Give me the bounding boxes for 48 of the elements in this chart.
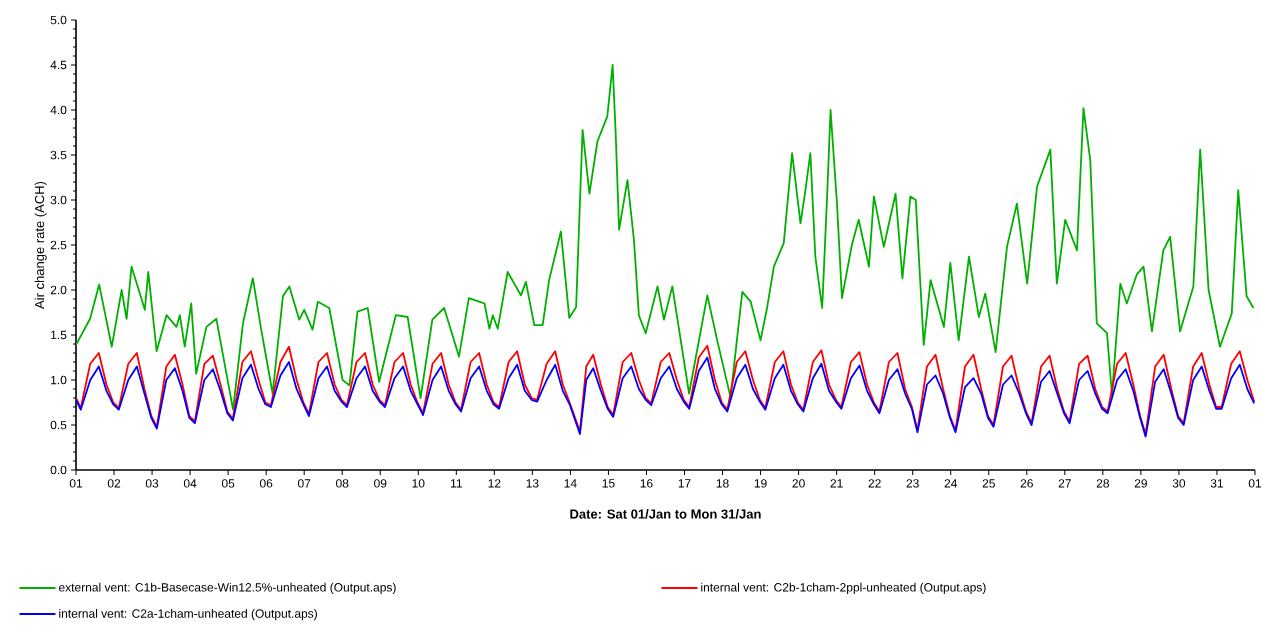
- y-axis-title: Air change rate (ACH): [34, 181, 47, 309]
- x-tick-label: 16: [640, 479, 653, 488]
- x-tick-label: 26: [1020, 479, 1033, 488]
- legend-label: internal vent: C2b-1cham-2ppl-unheated (Output.aps): [701, 582, 986, 594]
- x-tick-label: 15: [602, 479, 615, 488]
- x-tick-label: 20: [792, 479, 805, 488]
- x-axis-title: Date: Sat 01/Jan to Mon 31/Jan: [570, 509, 761, 519]
- y-tick-label: 3.0: [50, 195, 67, 205]
- x-tick-label: 29: [1134, 479, 1147, 488]
- y-tick-label: 2.5: [50, 240, 67, 250]
- legend-label: external vent: C1b-Basecase-Win12.5%-unheated (Output.aps): [59, 582, 396, 594]
- x-tick-label: 12: [488, 479, 501, 488]
- y-tick-label: 1.0: [51, 375, 67, 385]
- x-tick-label: 22: [868, 479, 881, 488]
- x-tick-label: 23: [906, 479, 919, 488]
- x-tick-label: 02: [107, 479, 121, 488]
- x-tick-label: 13: [526, 479, 539, 488]
- x-tick-label: 25: [982, 479, 995, 488]
- x-tick-label: 05: [221, 479, 235, 488]
- y-tick-label: 4.5: [50, 60, 67, 70]
- y-tick-label: 1.5: [51, 330, 67, 340]
- x-tick-label: 01: [1248, 479, 1262, 488]
- y-tick-label: 4.0: [50, 105, 67, 115]
- x-tick-label: 14: [564, 479, 577, 488]
- x-tick-label: 09: [374, 479, 387, 488]
- x-tick-label: 27: [1058, 479, 1071, 488]
- x-tick-label: 24: [944, 479, 958, 488]
- x-tick-label: 04: [183, 479, 197, 488]
- x-tick-label: 10: [412, 479, 425, 488]
- legend-label: internal vent: C2a-1cham-unheated (Output.aps): [59, 609, 317, 621]
- x-tick-label: 28: [1096, 479, 1109, 488]
- x-tick-label: 31: [1210, 479, 1224, 488]
- y-tick-label: 3.5: [50, 150, 67, 160]
- x-tick-label: 18: [716, 479, 729, 488]
- x-tick-label: 08: [336, 479, 349, 488]
- x-tick-label: 21: [830, 479, 843, 488]
- x-tick-label: 07: [297, 479, 311, 488]
- x-tick-label: 19: [754, 479, 767, 488]
- y-tick-label: 0.5: [50, 420, 67, 430]
- x-tick-label: 11: [451, 479, 462, 488]
- y-tick-label: 0.0: [50, 465, 67, 475]
- x-tick-label: 01: [69, 479, 83, 488]
- x-tick-label: 30: [1172, 479, 1186, 488]
- x-tick-label: 03: [145, 479, 159, 488]
- x-tick-label: 17: [678, 479, 691, 488]
- y-tick-label: 5.0: [50, 15, 67, 25]
- x-tick-label: 06: [259, 479, 273, 488]
- y-tick-label: 2.0: [50, 285, 67, 295]
